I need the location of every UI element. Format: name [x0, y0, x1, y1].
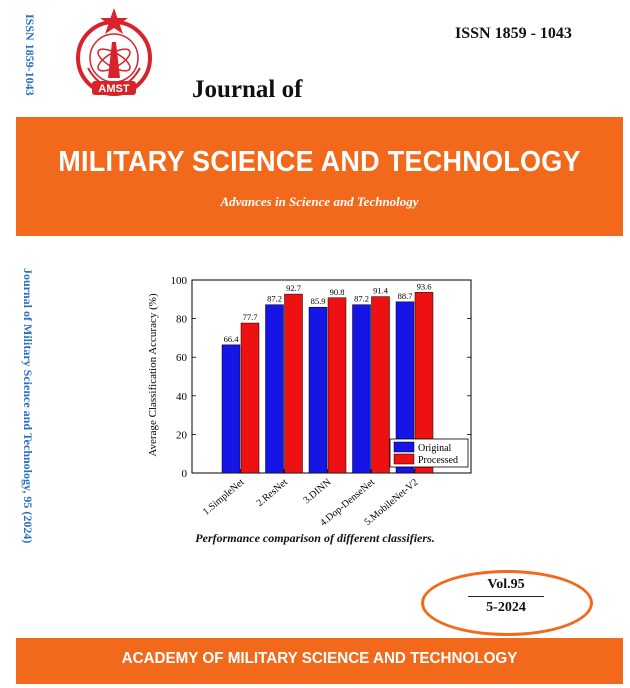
bar-original-4	[352, 304, 371, 474]
legend-label-original: Original	[418, 443, 452, 454]
y-tick-label: 80	[176, 314, 188, 326]
footer-banner: ACADEMY OF MILITARY SCIENCE AND TECHNOLO…	[16, 638, 623, 684]
volume-badge	[421, 570, 593, 636]
data-label: 87.2	[267, 294, 282, 304]
y-tick-label: 0	[182, 468, 188, 480]
issue-date: 5-2024	[486, 600, 526, 615]
legend-label-processed: Processed	[418, 455, 458, 466]
data-label: 92.7	[286, 283, 301, 293]
accuracy-chart: Average Classification Accuracy (%) 0 20 4…	[147, 275, 472, 529]
journal-of-heading: Journal of	[192, 76, 303, 103]
bar-processed-5	[414, 292, 434, 474]
bar-original-5	[395, 301, 415, 474]
data-label: 88.7	[398, 291, 413, 301]
title-banner: MILITARY SCIENCE AND TECHNOLOGY Advances…	[16, 117, 623, 236]
x-axis-tick-labels: 1.SimpleNet 2.ResNet 3.DINN4.Dop-DenseNet5…	[201, 469, 420, 529]
bar-original-3	[308, 306, 328, 474]
academy-name: ACADEMY OF MILITARY SCIENCE AND TECHNOLO…	[121, 650, 518, 667]
y-tick-label: 60	[176, 352, 188, 364]
logo-label: AMST	[98, 83, 129, 95]
y-axis-label: Average Classification Accuracy (%)	[147, 293, 159, 457]
x-tick-label: 2.ResNet	[255, 477, 291, 509]
legend-swatch-original	[393, 441, 415, 453]
data-label: 91.4	[373, 286, 389, 296]
bar-processed-1	[240, 322, 260, 474]
bar-original-2	[265, 304, 284, 474]
x-tick-label: 3.DINN	[301, 477, 333, 506]
data-label: 66.4	[224, 334, 240, 344]
issn-number: ISSN 1859 - 1043	[455, 25, 572, 42]
x-tick-label: 1.SimpleNet	[201, 477, 247, 518]
figure-caption: Performance comparison of different clas…	[195, 531, 435, 545]
journal-subtitle: Advances in Science and Technology	[220, 194, 419, 209]
y-tick-label: 20	[176, 429, 188, 441]
bar-processed-2	[284, 293, 303, 474]
data-label: 93.6	[417, 281, 432, 291]
data-label: 90.8	[330, 287, 345, 297]
y-tick-label: 40	[176, 391, 188, 403]
spine-issn: ISSN 1859-1043	[23, 14, 37, 96]
legend-swatch-processed	[393, 453, 415, 465]
legend: Original Processed	[389, 438, 469, 468]
volume-divider	[468, 596, 544, 597]
data-label: 85.9	[311, 296, 326, 306]
volume-number: Vol.95	[487, 577, 525, 592]
data-label: 87.2	[354, 294, 369, 304]
spine-journal-title: Journal of Military Science and Technolo…	[21, 268, 35, 544]
bar-series: 66.4 77.7 87.2 92.7 85.9 90.8 87.2 91.4 88.7 93.6	[221, 281, 434, 474]
bar-original-1	[221, 344, 241, 474]
bar-processed-3	[327, 297, 347, 474]
amst-logo: AMST	[76, 8, 152, 96]
data-label: 77.7	[243, 312, 258, 322]
journal-title: MILITARY SCIENCE AND TECHNOLOGY	[58, 146, 581, 178]
y-tick-label: 100	[171, 275, 188, 287]
y-axis-ticks: 0 20 40 60 80 100	[171, 275, 471, 480]
bar-processed-4	[371, 296, 390, 474]
